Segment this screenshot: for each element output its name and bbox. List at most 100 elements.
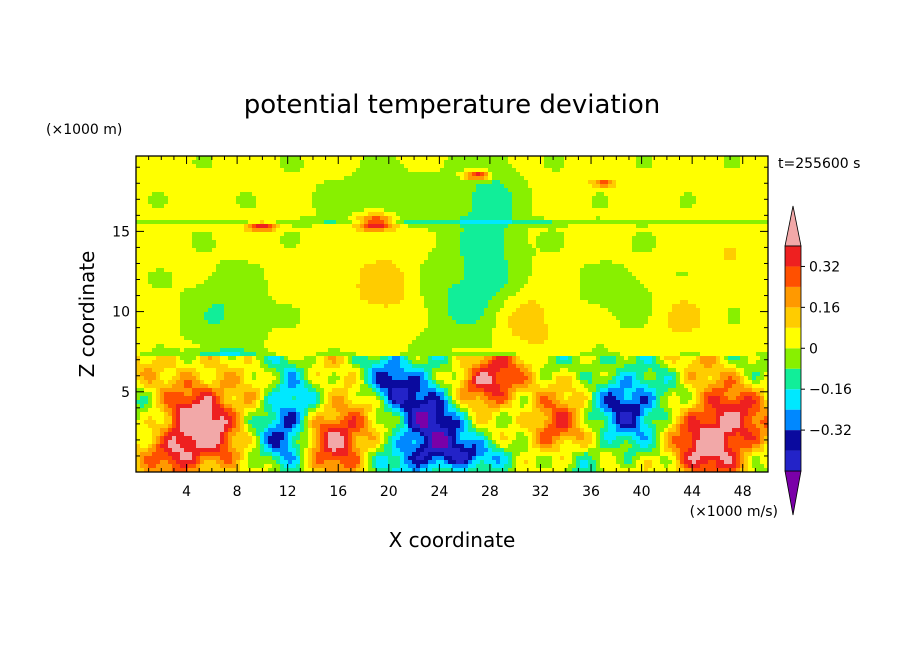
heatmap-cell xyxy=(656,244,768,248)
heatmap-cell xyxy=(332,388,348,392)
heatmap-cell xyxy=(400,408,404,412)
heatmap-cell xyxy=(700,392,704,396)
heatmap-cell xyxy=(136,408,148,412)
heatmap-cell xyxy=(244,372,252,376)
heatmap-cell xyxy=(148,272,172,276)
heatmap-cell xyxy=(356,392,376,396)
heatmap-cell xyxy=(220,360,244,364)
heatmap-cell xyxy=(512,460,516,464)
heatmap-cell xyxy=(464,420,468,424)
heatmap-cell xyxy=(232,396,236,400)
heatmap-cell xyxy=(688,424,720,428)
heatmap-cell xyxy=(500,368,520,372)
heatmap-cell xyxy=(600,360,616,364)
heatmap-cell xyxy=(280,240,300,244)
heatmap-cell xyxy=(660,356,664,360)
heatmap-cell xyxy=(748,412,756,416)
heatmap-cell xyxy=(136,400,148,404)
heatmap-cell xyxy=(616,368,648,372)
heatmap-cell xyxy=(736,364,768,368)
heatmap-cell xyxy=(396,212,468,216)
heatmap-cell xyxy=(216,240,280,244)
heatmap-cell xyxy=(400,360,408,364)
heatmap-cell xyxy=(428,464,452,468)
heatmap-cell xyxy=(236,384,252,388)
heatmap-cell xyxy=(464,412,468,416)
heatmap-cell xyxy=(584,400,588,404)
heatmap-cell xyxy=(548,360,556,364)
heatmap-cell xyxy=(376,392,380,396)
heatmap-cell xyxy=(380,440,384,444)
heatmap-cell xyxy=(136,244,192,248)
heatmap-cell xyxy=(680,416,684,420)
heatmap-cell xyxy=(528,460,536,464)
heatmap-cell xyxy=(340,432,348,436)
heatmap-cell xyxy=(284,380,288,384)
heatmap-cell xyxy=(156,444,160,448)
heatmap-cell xyxy=(244,408,256,412)
heatmap-cell xyxy=(136,228,244,232)
heatmap-cell xyxy=(452,356,456,360)
heatmap-cell xyxy=(136,168,284,172)
heatmap-cell xyxy=(152,404,156,408)
heatmap-cell xyxy=(456,320,476,324)
heatmap-cell xyxy=(656,436,660,440)
heatmap-cell xyxy=(484,460,496,464)
heatmap-cell xyxy=(232,452,240,456)
heatmap-cell xyxy=(516,456,536,460)
heatmap-cell xyxy=(504,252,536,256)
heatmap-cell xyxy=(608,404,640,408)
heatmap-cell xyxy=(352,220,360,224)
heatmap-cell xyxy=(728,436,744,440)
heatmap-cell xyxy=(512,332,548,336)
heatmap-cell xyxy=(256,372,272,376)
heatmap-cell xyxy=(356,440,380,444)
heatmap-cell xyxy=(648,224,768,228)
heatmap-cell xyxy=(600,216,768,220)
heatmap-cell xyxy=(648,412,668,416)
heatmap-cell xyxy=(428,420,436,424)
heatmap-cell xyxy=(140,396,148,400)
heatmap-cell xyxy=(476,448,488,452)
heatmap-cell xyxy=(372,404,380,408)
heatmap-cell xyxy=(152,416,164,420)
heatmap-cell xyxy=(728,440,760,444)
heatmap-cell xyxy=(164,404,168,408)
y-tick-label: 15 xyxy=(112,224,130,240)
heatmap-cell xyxy=(328,396,332,400)
heatmap-cell xyxy=(676,368,684,372)
heatmap-cell xyxy=(512,356,516,360)
heatmap-cell xyxy=(200,344,264,348)
heatmap-cell xyxy=(560,368,568,372)
heatmap-cell xyxy=(660,460,672,464)
heatmap-cell xyxy=(404,420,408,424)
heatmap-cell xyxy=(484,308,500,312)
heatmap-cell xyxy=(228,364,260,368)
heatmap-cell xyxy=(344,416,352,420)
heatmap-cell xyxy=(284,376,288,380)
heatmap-cell xyxy=(720,372,736,376)
heatmap-cell xyxy=(572,420,576,424)
heatmap-cell xyxy=(656,392,664,396)
heatmap-cell xyxy=(540,372,552,376)
heatmap-cell xyxy=(244,424,248,428)
heatmap-cell xyxy=(412,360,428,364)
heatmap-cell xyxy=(136,388,144,392)
heatmap-cell xyxy=(496,320,508,324)
heatmap-cell xyxy=(496,376,528,380)
heatmap-cell xyxy=(736,452,740,456)
heatmap-cell xyxy=(400,412,404,416)
heatmap-cell xyxy=(364,416,368,420)
heatmap-cell xyxy=(164,380,168,384)
heatmap-cell xyxy=(608,204,680,208)
heatmap-cell xyxy=(180,348,184,352)
heatmap-cell xyxy=(596,464,600,468)
heatmap-cell xyxy=(280,376,284,380)
heatmap-cell xyxy=(576,408,580,412)
heatmap-cell xyxy=(244,348,268,352)
heatmap-cell xyxy=(232,456,240,460)
heatmap-cell xyxy=(260,448,264,452)
heatmap-cell xyxy=(664,432,668,436)
heatmap-cell xyxy=(456,428,464,432)
heatmap-cell xyxy=(364,228,384,232)
